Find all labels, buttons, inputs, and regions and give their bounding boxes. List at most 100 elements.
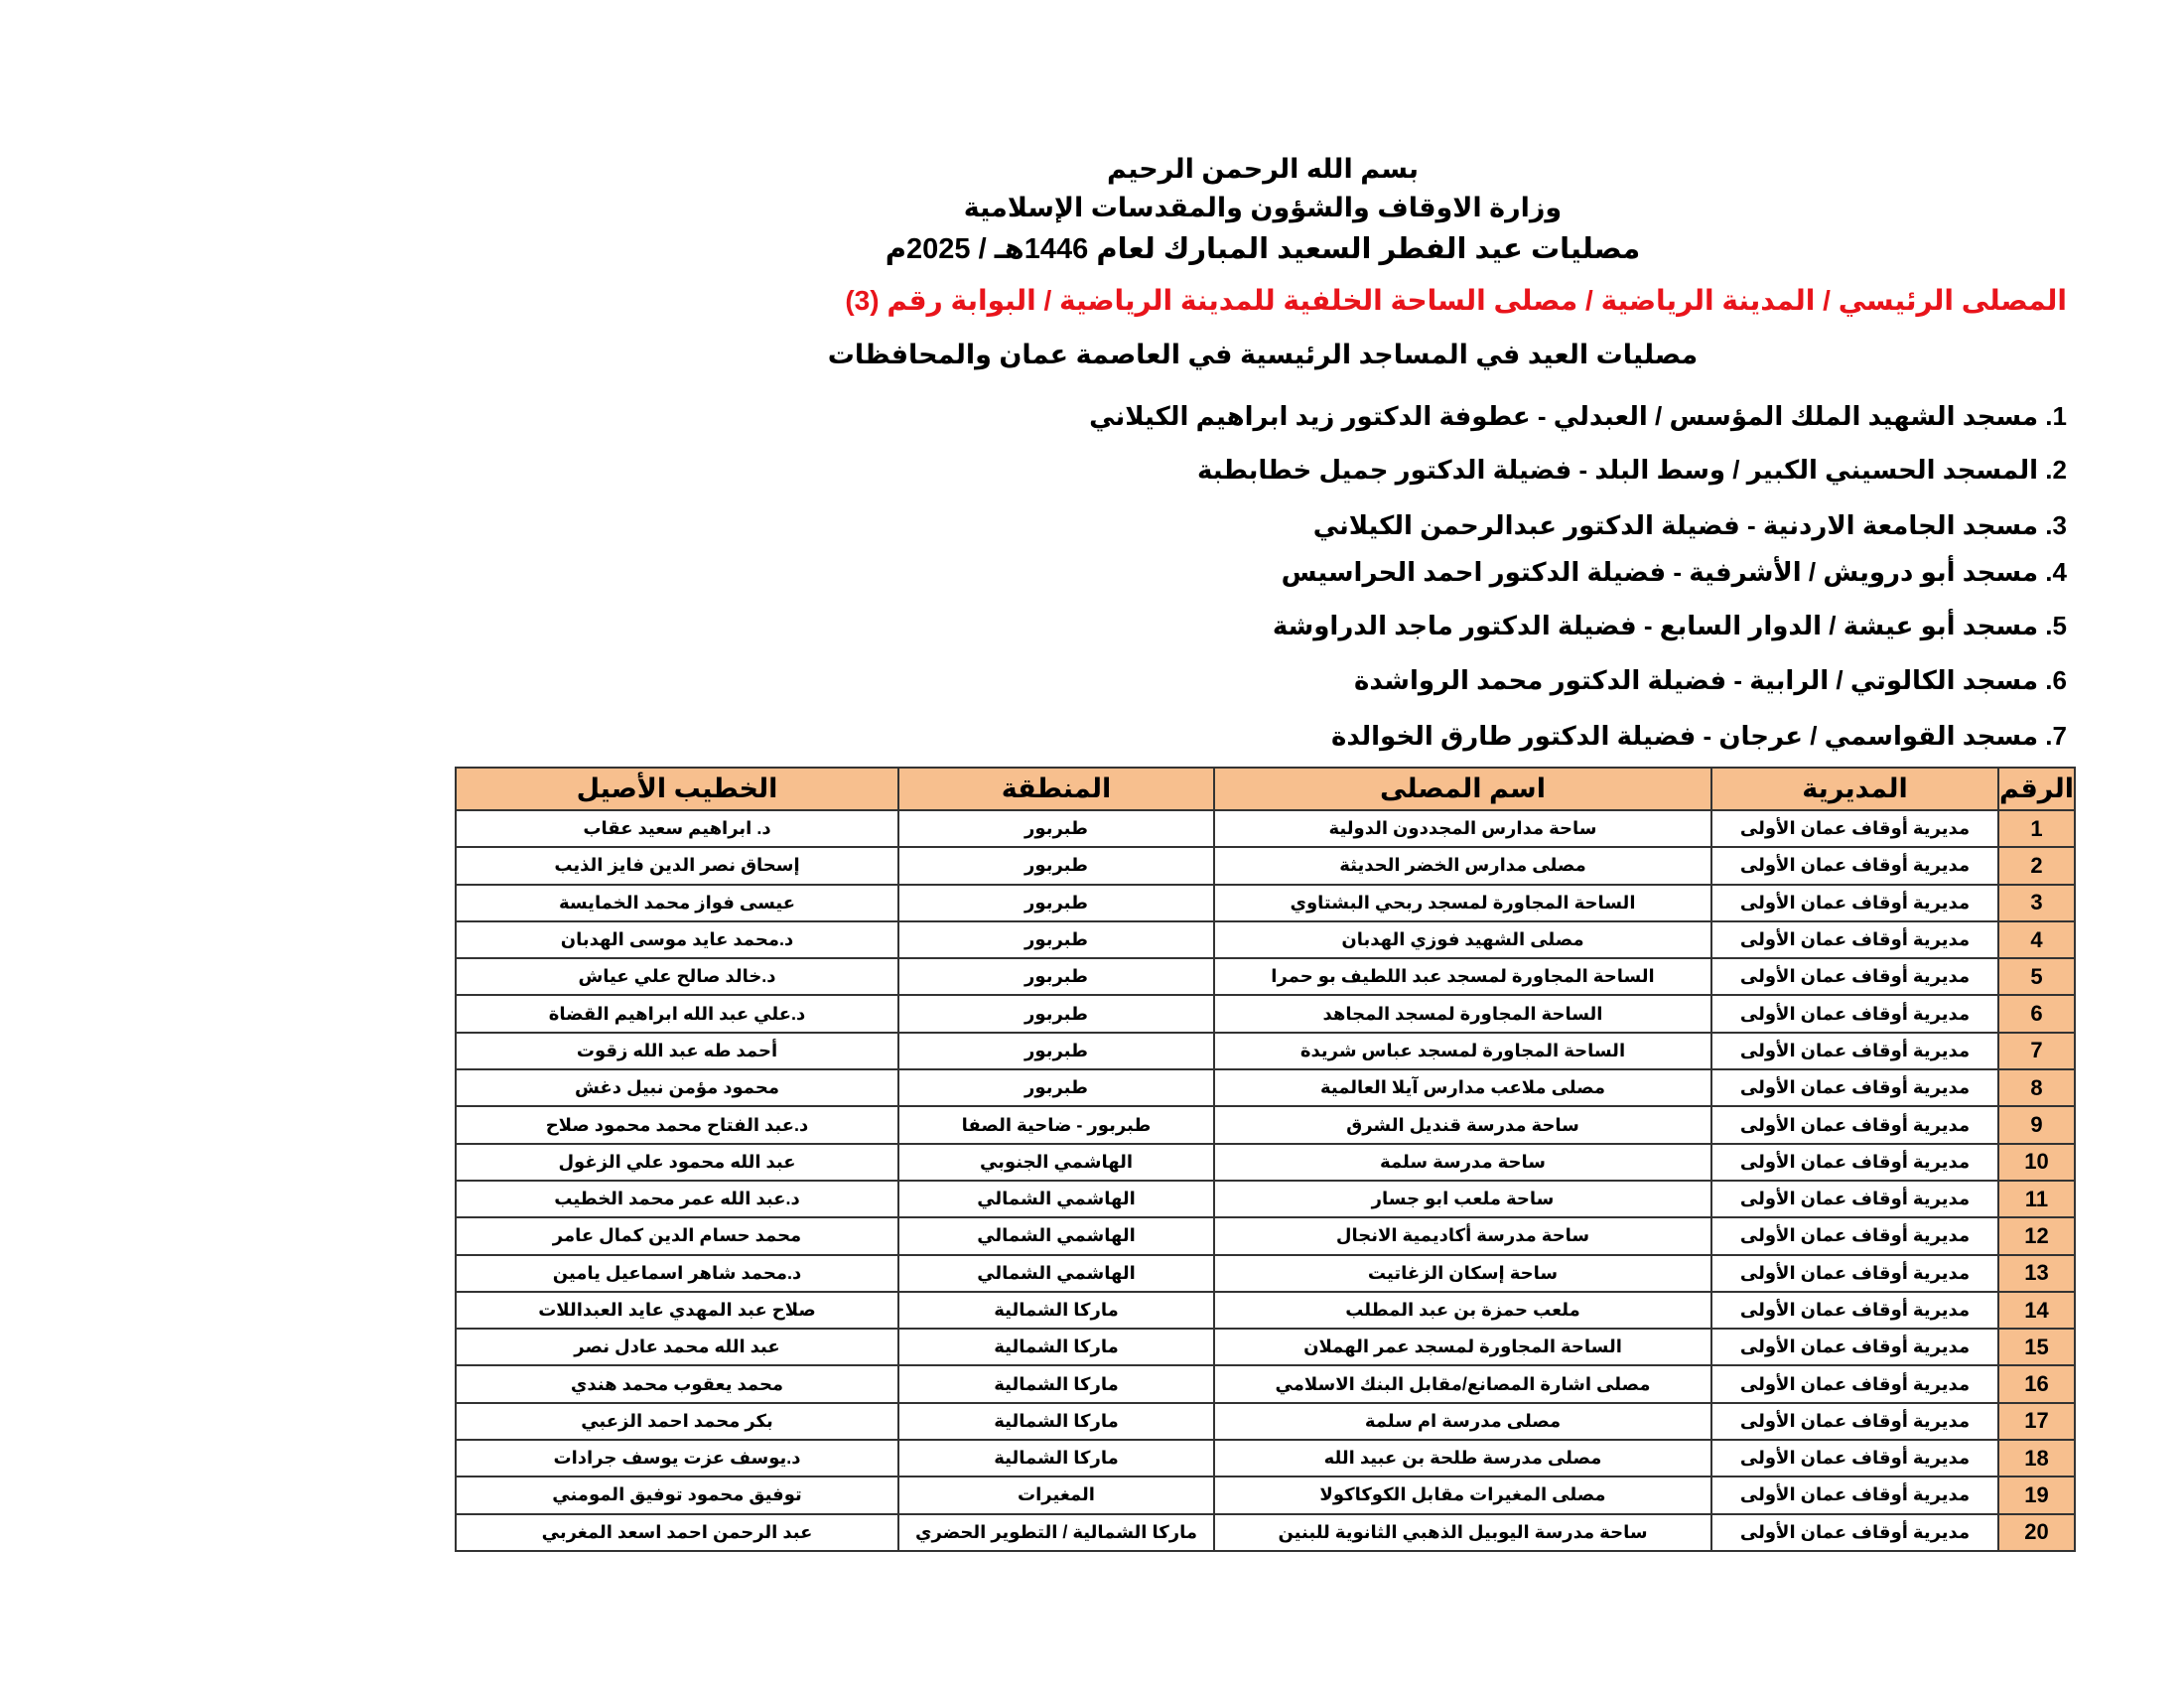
- column-directorate-cell: مديرية أوقاف عمان الأولى: [1710, 957, 1999, 997]
- column-number-cell: 15: [1997, 1328, 2076, 1367]
- column-preacher-cell: د.محمد شاهر اسماعيل يامين: [455, 1253, 899, 1293]
- column-prayer-ground-cell: مصلى ملاعب مدارس آيلا العالمية: [1213, 1068, 1712, 1108]
- column-preacher-cell: عيسى فواز محمد الخمايسة: [455, 883, 899, 922]
- column-preacher-cell: محمود مؤمن نبيل دغش: [455, 1068, 899, 1108]
- column-preacher-cell: بكر محمد احمد الزعبي: [455, 1401, 899, 1442]
- column-number-header: الرقم: [1997, 767, 2076, 811]
- column-directorate-cell: مديرية أوقاف عمان الأولى: [1710, 1031, 1999, 1071]
- column-area-cell: طبربور: [897, 1031, 1215, 1071]
- column-prayer-ground-cell: مصلى اشارة المصانع/مقابل البنك الاسلامي: [1213, 1364, 1712, 1404]
- column-number-cell: 12: [1997, 1216, 2076, 1256]
- column-prayer-ground-cell: مصلى مدارس الخضر الحديثة: [1213, 846, 1712, 886]
- mosque-list-item: 7. مسجد القواسمي / عرجان - فضيلة الدكتور…: [1331, 721, 2067, 751]
- table-row: 14 مديرية أوقاف عمان الأولى ملعب حمزة بن ع…: [455, 1290, 2076, 1331]
- table-row: 20 مديرية أوقاف عمان الأولى ساحة مدرسة الي…: [455, 1512, 2076, 1552]
- column-area-cell: ماركا الشمالية: [897, 1290, 1215, 1331]
- column-preacher-cell: صلاح عبد المهدي عايد العبداللات: [455, 1290, 899, 1331]
- column-prayer-ground-cell: ساحة مدرسة سلمة: [1213, 1142, 1712, 1182]
- column-prayer-ground-cell: مصلى مدرسة طلحة بن عبيد الله: [1213, 1439, 1712, 1478]
- column-directorate-header: المديرية: [1710, 767, 1999, 811]
- column-preacher-cell: عبد الله محمود علي الزغول: [455, 1142, 899, 1182]
- main-prayer-ground: المصلى الرئيسي / المدينة الرياضية / مصلى…: [845, 285, 2067, 316]
- table-row: 6 مديرية أوقاف عمان الأولى الساحة المجاورة…: [455, 994, 2076, 1034]
- column-number-cell: 1: [1997, 808, 2076, 849]
- column-directorate-cell: مديرية أوقاف عمان الأولى: [1710, 1253, 1999, 1293]
- column-number-cell: 5: [1997, 957, 2076, 997]
- column-number-cell: 9: [1997, 1105, 2076, 1145]
- column-preacher-cell: د.خالد صالح علي عياش: [455, 957, 899, 997]
- column-area-cell: الهاشمي الشمالي: [897, 1179, 1215, 1219]
- section-subtitle: مصليات العيد في المساجد الرئيسية في العا…: [827, 340, 1699, 369]
- column-preacher-cell: د.علي عبد الله ابراهيم القضاة: [455, 994, 899, 1034]
- column-prayer-ground-cell: الساحة المجاورة لمسجد عبد اللطيف بو حمرا: [1213, 957, 1712, 997]
- table-row: 7 مديرية أوقاف عمان الأولى الساحة المجاورة…: [455, 1031, 2076, 1071]
- column-preacher-cell: د.عبد الله عمر محمد الخطيب: [455, 1179, 899, 1219]
- table-row: 11 مديرية أوقاف عمان الأولى ساحة ملعب ابو …: [455, 1179, 2076, 1219]
- column-number-cell: 6: [1997, 994, 2076, 1034]
- column-area-cell: طبربور: [897, 808, 1215, 849]
- column-prayer-ground-header: اسم المصلى: [1213, 767, 1712, 811]
- column-directorate-cell: مديرية أوقاف عمان الأولى: [1710, 1512, 1999, 1552]
- table-row: 16 مديرية أوقاف عمان الأولى مصلى اشارة الم…: [455, 1364, 2076, 1404]
- column-preacher-cell: محمد حسام الدين كمال عامر: [455, 1216, 899, 1256]
- column-number-cell: 17: [1997, 1401, 2076, 1442]
- table-row: 10 مديرية أوقاف عمان الأولى ساحة مدرسة سلم…: [455, 1142, 2076, 1182]
- column-area-cell: طبربور: [897, 846, 1215, 886]
- table-row: 5 مديرية أوقاف عمان الأولى الساحة المجاورة…: [455, 957, 2076, 997]
- basmala: بسم الله الرحمن الرحيم: [1107, 154, 1419, 184]
- ministry-name: وزارة الاوقاف والشؤون والمقدسات الإسلامي…: [963, 193, 1563, 222]
- column-number-cell: 3: [1997, 883, 2076, 922]
- column-directorate-cell: مديرية أوقاف عمان الأولى: [1710, 1216, 1999, 1256]
- table-row: 2 مديرية أوقاف عمان الأولى مصلى مدارس الخض…: [455, 846, 2076, 886]
- column-number-cell: 14: [1997, 1290, 2076, 1331]
- column-prayer-ground-cell: ساحة مدرسة اليوبيل الذهبي الثانوية للبني…: [1213, 1512, 1712, 1552]
- column-area-cell: ماركا الشمالية: [897, 1364, 1215, 1404]
- column-preacher-cell: د.عبد الفتاح محمد محمود صلاح: [455, 1105, 899, 1145]
- column-prayer-ground-cell: مصلى الشهيد فوزي الهدبان: [1213, 919, 1712, 960]
- column-prayer-ground-cell: ساحة إسكان الزغاتيت: [1213, 1253, 1712, 1293]
- column-area-cell: ماركا الشمالية: [897, 1401, 1215, 1442]
- column-preacher-cell: د.محمد عايد موسى الهدبان: [455, 919, 899, 960]
- column-prayer-ground-cell: ملعب حمزة بن عبد المطلب: [1213, 1290, 1712, 1331]
- column-prayer-ground-cell: الساحة المجاورة لمسجد عباس شريدة: [1213, 1031, 1712, 1071]
- column-preacher-cell: عبد الله محمد عادل نصر: [455, 1328, 899, 1367]
- column-directorate-cell: مديرية أوقاف عمان الأولى: [1710, 1179, 1999, 1219]
- column-prayer-ground-cell: الساحة المجاورة لمسجد ربحي البشتاوي: [1213, 883, 1712, 922]
- column-number-cell: 4: [1997, 919, 2076, 960]
- column-directorate-cell: مديرية أوقاف عمان الأولى: [1710, 846, 1999, 886]
- column-preacher-cell: أحمد طه عبد الله زقوت: [455, 1031, 899, 1071]
- column-prayer-ground-cell: مصلى مدرسة ام سلمة: [1213, 1401, 1712, 1442]
- column-preacher-cell: عبد الرحمن احمد اسعد المغربي: [455, 1512, 899, 1552]
- prayer-grounds-table: الرقم المديرية اسم المصلى المنطقة الخطيب الأ…: [455, 767, 2076, 1552]
- table-header-row: الرقم المديرية اسم المصلى المنطقة الخطيب الأ…: [455, 767, 2076, 811]
- column-area-cell: ماركا الشمالية / التطوير الحضري: [897, 1512, 1215, 1552]
- column-prayer-ground-cell: ساحة مدرسة قنديل الشرق: [1213, 1105, 1712, 1145]
- column-prayer-ground-cell: ساحة ملعب ابو جسار: [1213, 1179, 1712, 1219]
- column-directorate-cell: مديرية أوقاف عمان الأولى: [1710, 919, 1999, 960]
- column-area-cell: ماركا الشمالية: [897, 1439, 1215, 1478]
- column-prayer-ground-cell: ساحة مدارس المجددون الدولية: [1213, 808, 1712, 849]
- table-row: 13 مديرية أوقاف عمان الأولى ساحة إسكان الز…: [455, 1253, 2076, 1293]
- document-title: مصليات عيد الفطر السعيد المبارك لعام 144…: [885, 233, 1641, 265]
- table-row: 17 مديرية أوقاف عمان الأولى مصلى مدرسة ام …: [455, 1401, 2076, 1442]
- column-number-cell: 20: [1997, 1512, 2076, 1552]
- column-area-cell: طبربور: [897, 994, 1215, 1034]
- column-directorate-cell: مديرية أوقاف عمان الأولى: [1710, 1401, 1999, 1442]
- column-directorate-cell: مديرية أوقاف عمان الأولى: [1710, 1364, 1999, 1404]
- column-number-cell: 11: [1997, 1179, 2076, 1219]
- mosque-list-item: 3. مسجد الجامعة الاردنية - فضيلة الدكتور…: [1312, 510, 2067, 540]
- table-row: 9 مديرية أوقاف عمان الأولى ساحة مدرسة قندي…: [455, 1105, 2076, 1145]
- column-area-cell: الهاشمي الشمالي: [897, 1253, 1215, 1293]
- column-directorate-cell: مديرية أوقاف عمان الأولى: [1710, 1476, 1999, 1515]
- mosque-list-item: 1. مسجد الشهيد الملك المؤسس / العبدلي - …: [1089, 401, 2067, 431]
- column-number-cell: 10: [1997, 1142, 2076, 1182]
- table-row: 18 مديرية أوقاف عمان الأولى مصلى مدرسة طلح…: [455, 1439, 2076, 1478]
- column-area-cell: طبربور: [897, 883, 1215, 922]
- column-directorate-cell: مديرية أوقاف عمان الأولى: [1710, 1142, 1999, 1182]
- column-number-cell: 2: [1997, 846, 2076, 886]
- column-directorate-cell: مديرية أوقاف عمان الأولى: [1710, 1439, 1999, 1478]
- column-area-cell: الهاشمي الجنوبي: [897, 1142, 1215, 1182]
- column-area-cell: طبربور - ضاحية الصفا: [897, 1105, 1215, 1145]
- column-prayer-ground-cell: الساحة المجاورة لمسجد المجاهد: [1213, 994, 1712, 1034]
- column-number-cell: 13: [1997, 1253, 2076, 1293]
